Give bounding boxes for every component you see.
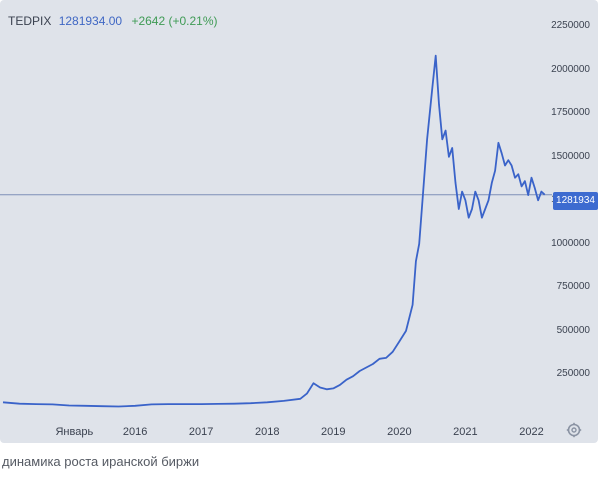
- y-tick-label: 2250000: [551, 20, 590, 32]
- y-tick-label: 750000: [556, 281, 590, 293]
- x-tick-label: 2016: [122, 426, 148, 438]
- y-tick-label: 1500000: [551, 150, 590, 162]
- x-tick-label: 2021: [453, 426, 478, 438]
- gear-icon[interactable]: [566, 422, 582, 438]
- ticker-change: +2642 (+0.21%): [131, 14, 218, 28]
- y-tick-label: 250000: [556, 368, 590, 380]
- x-tick-label: 2020: [387, 426, 412, 438]
- x-tick-label: 2017: [188, 426, 214, 438]
- x-tick-label: 2022: [519, 426, 544, 438]
- x-tick-label: 2019: [321, 426, 346, 438]
- chart-panel: TEDPIX 1281934.00 +2642 (+0.21%) 250000 5…: [0, 0, 598, 443]
- ticker-symbol: TEDPIX: [8, 14, 52, 28]
- y-tick-label: 1000000: [551, 237, 590, 249]
- ticker-price: 1281934.00: [58, 14, 123, 28]
- chart-caption: динамика роста иранской биржи: [2, 454, 200, 469]
- price-chart: [0, 54, 552, 408]
- y-tick-label: 500000: [556, 324, 590, 336]
- ticker-header: TEDPIX 1281934.00 +2642 (+0.21%): [8, 14, 218, 28]
- y-tick-label: 1750000: [551, 107, 590, 119]
- x-tick-label: Январь: [55, 426, 94, 438]
- last-price-badge: 1281934: [553, 192, 598, 210]
- price-series-line: [2, 54, 546, 408]
- y-tick-label: 2000000: [551, 63, 590, 75]
- x-tick-label: 2018: [254, 426, 280, 438]
